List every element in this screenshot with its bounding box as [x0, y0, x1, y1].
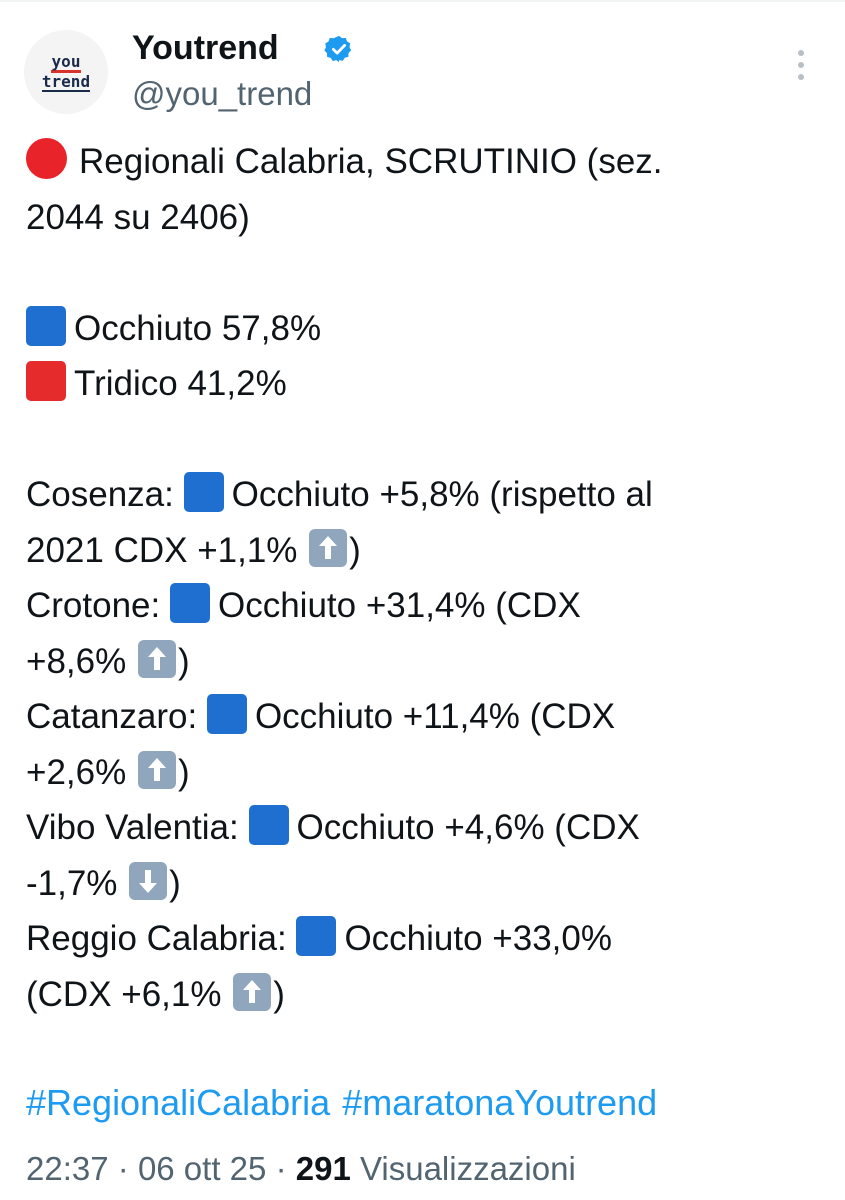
tweet-text: Regionali Calabria, SCRUTINIO (sez. 2044… — [26, 134, 826, 1022]
tweet-time[interactable]: 22:37 — [26, 1150, 109, 1187]
avatar-text-bottom: trend — [41, 71, 91, 92]
candidate-occhiuto: Occhiuto 57,8% — [74, 308, 322, 348]
avatar-text-top: you — [50, 51, 82, 73]
red-circle-icon — [26, 138, 67, 179]
hashtag-link[interactable]: #RegionaliCalabria — [26, 1082, 331, 1123]
views-count: 291 — [295, 1150, 351, 1187]
province-result: Occhiuto +4,6% (CDX — [296, 808, 640, 847]
province-label: Vibo Valentia: — [26, 808, 239, 847]
province-label: Crotone: — [26, 586, 161, 625]
blue-square-icon — [169, 583, 210, 623]
blue-square-icon — [183, 472, 224, 512]
blue-square-icon — [26, 305, 66, 346]
user-handle[interactable]: @you_trend — [132, 75, 313, 112]
avatar[interactable]: you trend — [24, 30, 108, 114]
tweet-line-2: 2044 su 2406) — [26, 197, 250, 237]
blue-square-icon — [206, 694, 247, 734]
province-label: Cosenza: — [26, 475, 174, 514]
top-divider — [0, 0, 845, 2]
up-arrow-icon — [233, 972, 272, 1011]
province-label: Catanzaro: — [26, 697, 198, 736]
province-label: Reggio Calabria: — [26, 919, 287, 958]
tweet-meta: 22:37 · 06 ott 25 · 291 Visualizzazioni — [26, 1150, 576, 1187]
hashtags: #RegionaliCalabria #maratonaYoutrend — [26, 1078, 657, 1128]
tweet-date[interactable]: 06 ott 25 — [137, 1150, 267, 1187]
tweet-line-1: Regionali Calabria, SCRUTINIO (sez. — [79, 142, 663, 181]
views-label: Visualizzazioni — [359, 1150, 576, 1187]
display-name[interactable]: Youtrend — [132, 29, 279, 67]
down-arrow-icon — [129, 861, 168, 900]
up-arrow-icon — [309, 528, 348, 567]
province-cdx: +2,6% — [26, 752, 127, 792]
more-options-icon[interactable] — [794, 50, 808, 80]
province-cdx: +8,6% — [26, 641, 127, 681]
verified-badge-icon — [324, 35, 352, 63]
province-cdx: (CDX +6,1% — [26, 974, 222, 1014]
up-arrow-icon — [137, 639, 176, 678]
red-square-icon — [26, 361, 66, 401]
province-result: Occhiuto +5,8% (rispetto al — [231, 475, 653, 514]
province-cdx: 2021 CDX +1,1% — [26, 530, 298, 570]
blue-square-icon — [296, 916, 337, 956]
province-result: Occhiuto +33,0% — [344, 919, 612, 958]
blue-square-icon — [248, 805, 289, 845]
province-result: Occhiuto +31,4% (CDX — [217, 586, 581, 625]
up-arrow-icon — [137, 750, 176, 789]
province-cdx: -1,7% — [26, 863, 118, 903]
province-result: Occhiuto +11,4% (CDX — [254, 697, 616, 736]
hashtag-link[interactable]: #maratonaYoutrend — [342, 1082, 658, 1123]
tweet-header: you trend Youtrend @you_trend — [24, 26, 824, 118]
candidate-tridico: Tridico 41,2% — [74, 364, 287, 403]
